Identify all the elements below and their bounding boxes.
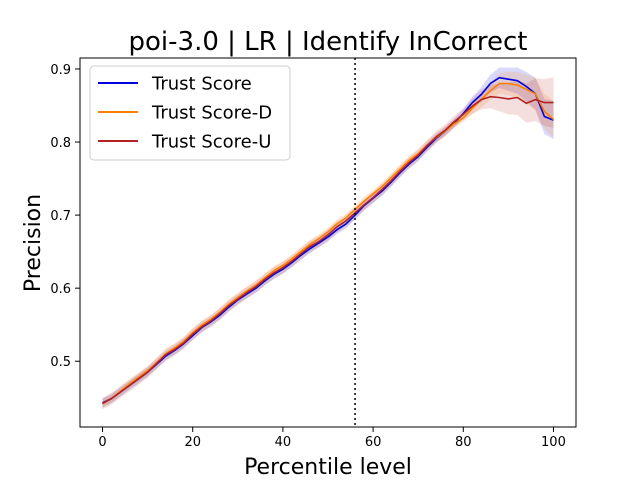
- y-tick-label: 0.5: [50, 355, 71, 370]
- legend-label: Trust Score-U: [151, 132, 271, 153]
- x-axis: 0 20 40 60 80 100: [98, 427, 566, 450]
- x-tick-label: 100: [541, 435, 566, 450]
- plot-frame: [79, 57, 577, 428]
- series-lines: [102, 76, 555, 405]
- x-tick-label: 60: [365, 435, 382, 450]
- legend: Trust Score Trust Score-D Trust Score-U: [89, 65, 291, 161]
- legend-label: Trust Score: [151, 74, 252, 95]
- x-tick-label: 20: [184, 435, 201, 450]
- y-tick-label: 0.7: [50, 209, 71, 224]
- band-series-2: [102, 77, 554, 410]
- x-tick-label: 80: [455, 435, 472, 450]
- chart-title: poi-3.0 | LR | Identify InCorrect: [129, 27, 528, 57]
- x-tick-label: 40: [275, 435, 292, 450]
- y-tick-label: 0.6: [50, 282, 71, 297]
- y-tick-label: 0.8: [50, 136, 71, 151]
- y-tick-label: 0.9: [50, 63, 71, 78]
- legend-label: Trust Score-D: [151, 103, 272, 124]
- line-series-2: [102, 95, 554, 405]
- x-tick-label: 0: [98, 435, 106, 450]
- y-axis: 0.5 0.6 0.7 0.8 0.9: [50, 63, 80, 370]
- legend-box: [89, 65, 291, 161]
- x-axis-label: Percentile level: [244, 455, 412, 480]
- band-series-1: [102, 71, 554, 409]
- y-axis-label: Precision: [21, 194, 46, 292]
